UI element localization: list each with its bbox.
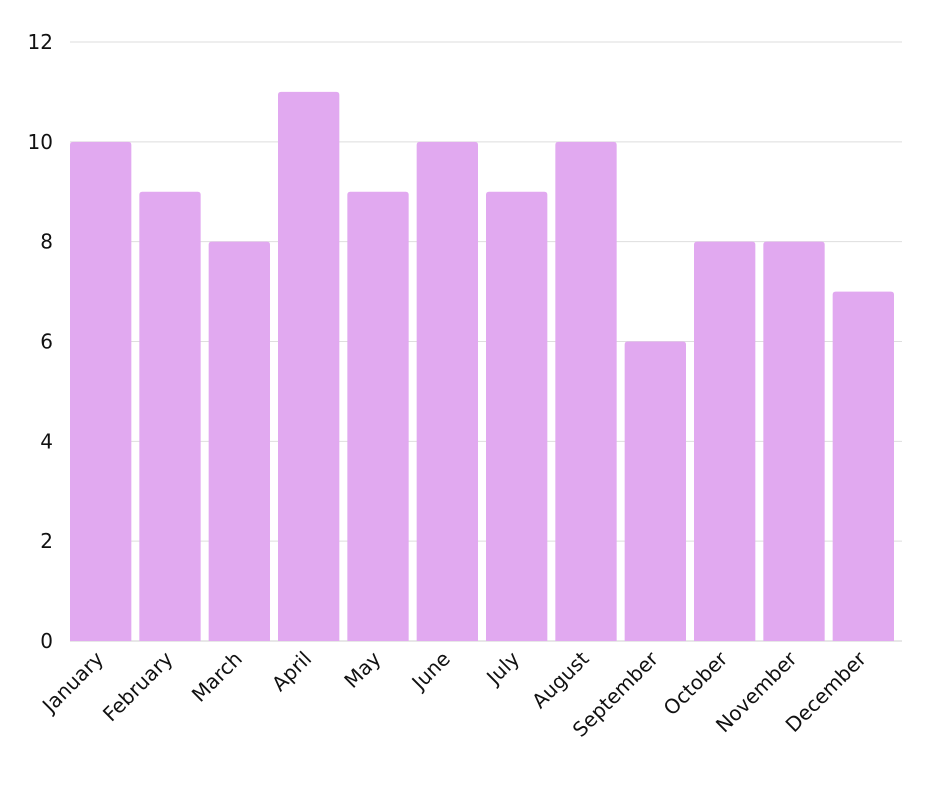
bar-december	[832, 291, 894, 641]
x-tick-label: May	[339, 646, 385, 692]
bar-may	[347, 191, 409, 641]
bar-october	[694, 241, 756, 641]
y-tick-label: 10	[28, 130, 53, 154]
bar-august	[555, 141, 617, 642]
y-tick-label: 8	[40, 230, 53, 254]
y-tick-label: 2	[40, 529, 53, 553]
x-tick-label: January	[36, 646, 108, 718]
bar-september	[624, 341, 686, 641]
bars	[70, 91, 894, 642]
bar-february	[139, 191, 201, 641]
bar-january	[70, 141, 132, 642]
x-tick-label: March	[187, 647, 247, 707]
bar-july	[486, 191, 548, 641]
y-tick-label: 6	[40, 330, 53, 354]
bar-march	[208, 241, 270, 641]
y-tick-label: 0	[40, 629, 53, 653]
bar-november	[763, 241, 825, 641]
x-tick-label: June	[406, 647, 455, 696]
x-tick-label: February	[98, 646, 178, 726]
bar-june	[416, 141, 478, 642]
y-tick-label: 12	[28, 30, 53, 54]
x-tick-label: July	[480, 646, 524, 690]
y-tick-label: 4	[40, 429, 53, 453]
y-axis-tick-labels: 0 2 4 6 8 10 12	[28, 30, 53, 653]
x-tick-label: August	[527, 646, 594, 713]
x-tick-label: April	[267, 647, 316, 696]
bar-april	[278, 91, 340, 641]
